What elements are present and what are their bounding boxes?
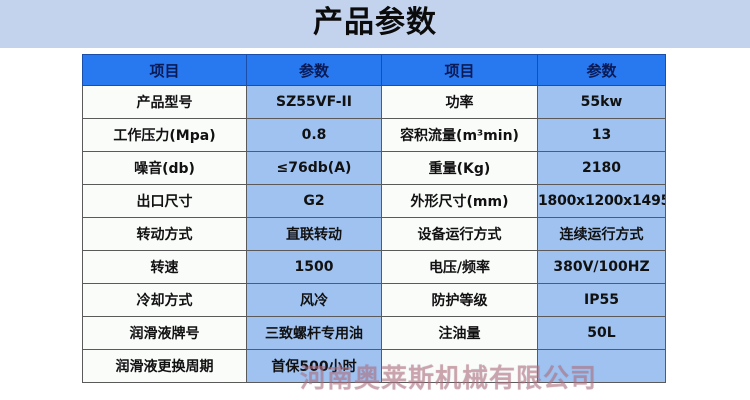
param-label: 外形尺寸(mm) [381,184,538,218]
param-label-empty [381,349,538,383]
param-value: 连续运行方式 [537,217,666,251]
param-value: SZ55VF-II [246,85,382,119]
param-label: 冷却方式 [82,283,247,317]
table-row: 冷却方式 风冷 防护等级 IP55 [82,283,666,317]
table-row: 润滑液牌号 三致螺杆专用油 注油量 50L [82,316,666,350]
column-header-param-left: 参数 [246,54,382,86]
page-title: 产品参数 [313,5,437,40]
column-header-param-right: 参数 [537,54,666,86]
param-value: IP55 [537,283,666,317]
param-label: 噪音(db) [82,151,247,185]
param-value: ≤76db(A) [246,151,382,185]
param-label: 出口尺寸 [82,184,247,218]
param-label: 电压/频率 [381,250,538,284]
table-row: 转速 1500 电压/频率 380V/100HZ [82,250,666,284]
param-label: 转动方式 [82,217,247,251]
param-label: 防护等级 [381,283,538,317]
param-label: 容积流量(m³min) [381,118,538,152]
param-label: 设备运行方式 [381,217,538,251]
table-row: 噪音(db) ≤76db(A) 重量(Kg) 2180 [82,151,666,185]
param-value: 风冷 [246,283,382,317]
param-value: 55kw [537,85,666,119]
param-value: 13 [537,118,666,152]
table-row: 转动方式 直联转动 设备运行方式 连续运行方式 [82,217,666,251]
param-value: 三致螺杆专用油 [246,316,382,350]
param-value: 首保500小时 [246,349,382,383]
param-label: 重量(Kg) [381,151,538,185]
table-row: 出口尺寸 G2 外形尺寸(mm) 1800x1200x1495 [82,184,666,218]
param-value: 2180 [537,151,666,185]
param-value: 1500 [246,250,382,284]
param-value: 1800x1200x1495 [537,184,666,218]
header-banner [0,0,750,48]
product-parameters-table: 项目 参数 项目 参数 产品型号 SZ55VF-II 功率 55kw 工作压力(… [82,54,666,383]
param-value-empty [537,349,666,383]
param-label: 转速 [82,250,247,284]
column-header-item-left: 项目 [82,54,247,86]
table-row: 产品型号 SZ55VF-II 功率 55kw [82,85,666,119]
param-label: 注油量 [381,316,538,350]
param-value: 380V/100HZ [537,250,666,284]
table-header-row: 项目 参数 项目 参数 [82,54,666,86]
param-label: 产品型号 [82,85,247,119]
param-label: 润滑液牌号 [82,316,247,350]
param-label: 功率 [381,85,538,119]
column-header-item-right: 项目 [381,54,538,86]
param-label: 工作压力(Mpa) [82,118,247,152]
table-row: 润滑液更换周期 首保500小时 [82,349,666,383]
param-value: 0.8 [246,118,382,152]
param-value: 直联转动 [246,217,382,251]
param-value: 50L [537,316,666,350]
table-row: 工作压力(Mpa) 0.8 容积流量(m³min) 13 [82,118,666,152]
param-value: G2 [246,184,382,218]
param-label: 润滑液更换周期 [82,349,247,383]
